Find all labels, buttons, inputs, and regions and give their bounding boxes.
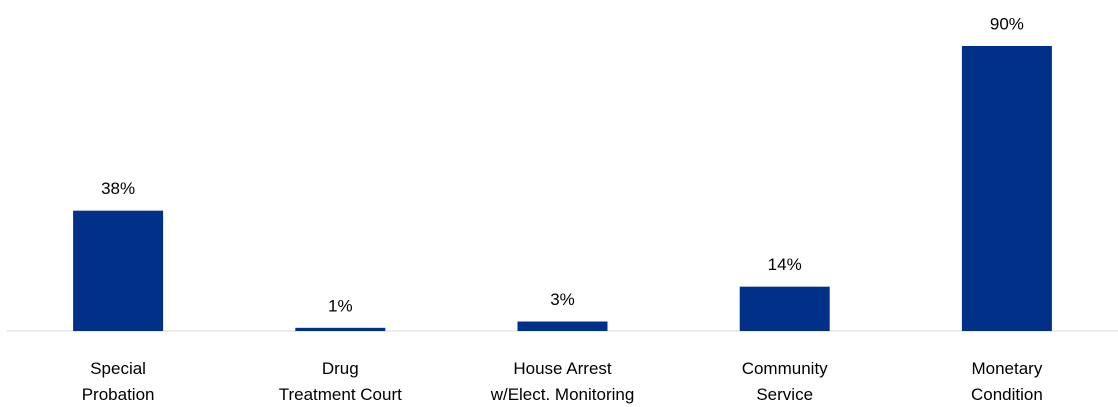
bar	[295, 327, 386, 331]
x-tick-label: Community Service	[742, 359, 828, 404]
value-label: 3%	[550, 290, 575, 309]
x-tick-label: Special Probation	[82, 359, 155, 404]
x-tick-label: Drug Treatment Court	[279, 359, 402, 404]
x-tick-label: House Arrest w/Elect. Monitoring	[490, 359, 635, 404]
bar	[517, 321, 608, 331]
bar	[739, 286, 830, 331]
bar	[961, 46, 1052, 331]
x-tick-label: Monetary Condition	[971, 359, 1043, 404]
bar	[73, 210, 164, 331]
value-label: 38%	[101, 179, 135, 198]
value-label: 90%	[990, 14, 1024, 33]
value-label: 1%	[328, 296, 353, 315]
value-label: 14%	[768, 255, 802, 274]
